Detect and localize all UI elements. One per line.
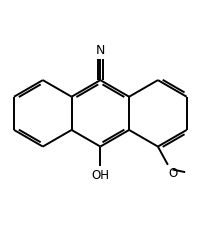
Text: OH: OH bbox=[91, 169, 109, 182]
Text: O: O bbox=[169, 167, 178, 179]
Text: N: N bbox=[96, 44, 105, 57]
